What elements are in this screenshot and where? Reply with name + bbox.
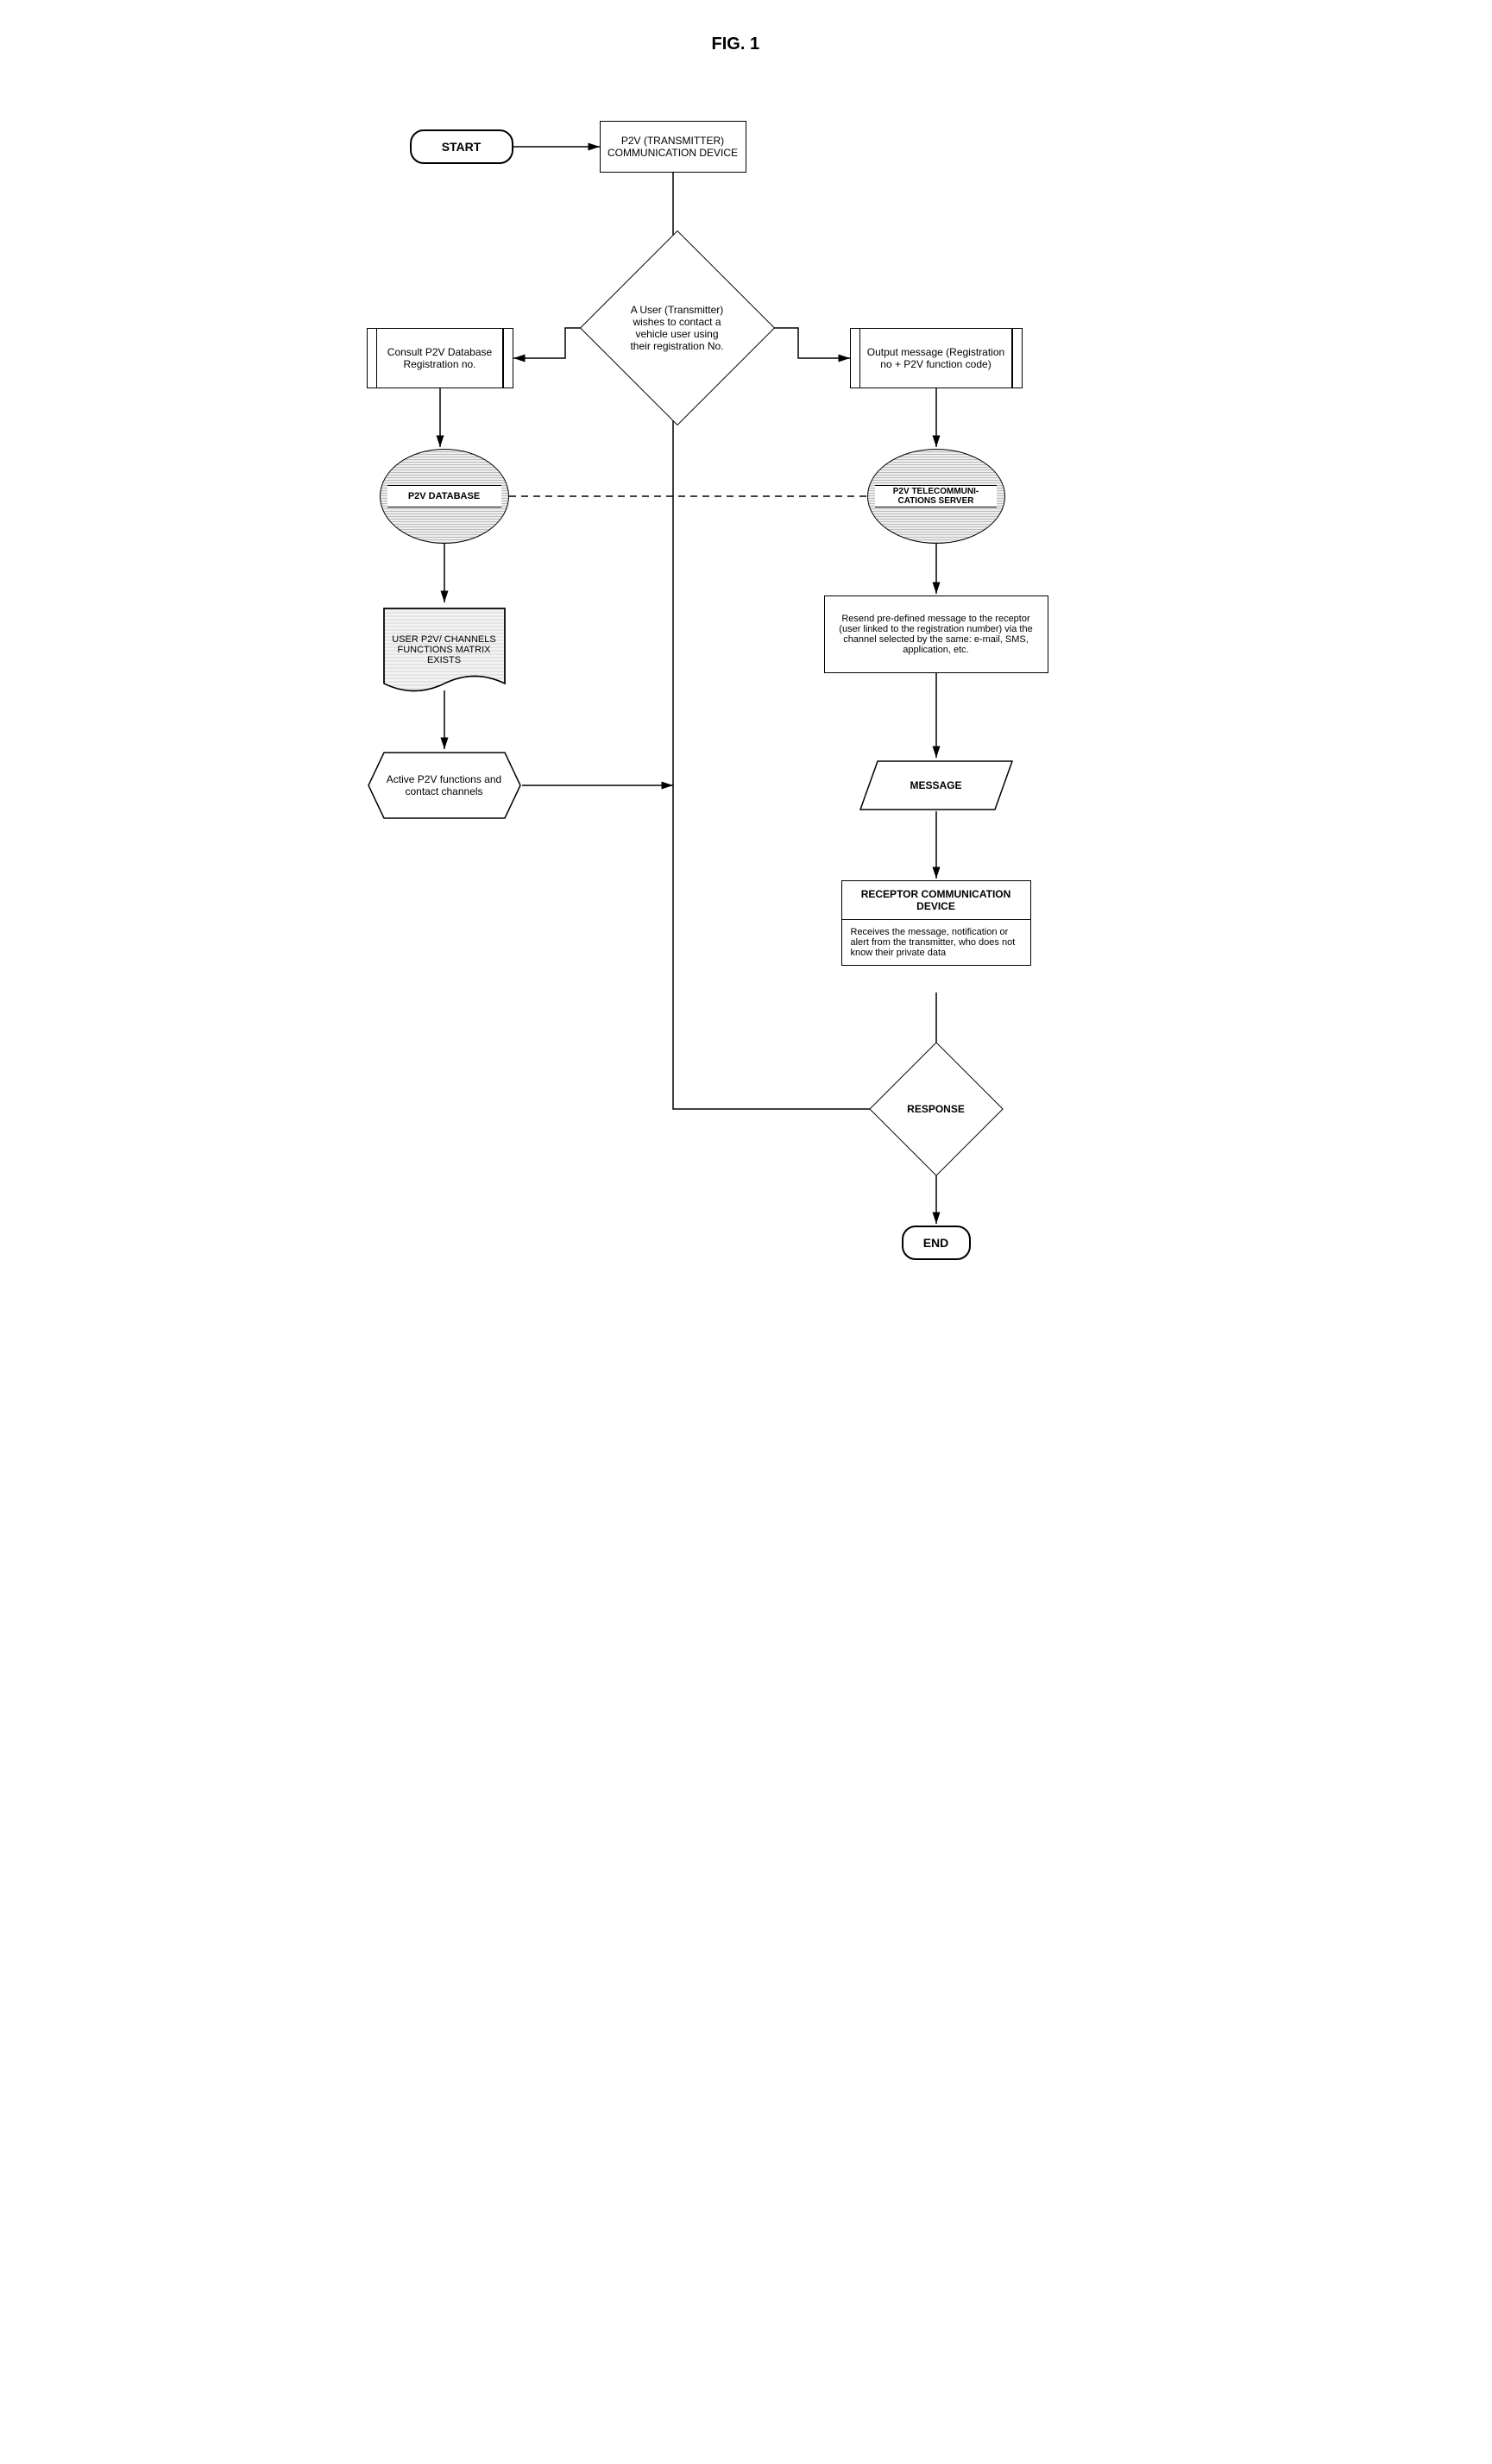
message-io: MESSAGE (859, 759, 1014, 811)
active-functions-hexagon: Active P2V functions and contact channel… (367, 751, 522, 820)
response-label: RESPONSE (889, 1062, 984, 1156)
receptor-device-body: Receives the message, notification or al… (842, 920, 1030, 965)
consult-db-label: Consult P2V Database Registration no. (383, 346, 497, 370)
receptor-device-header: RECEPTOR COMMUNICATION DEVICE (842, 881, 1030, 920)
response-decision: RESPONSE (889, 1062, 984, 1156)
active-functions-label: Active P2V functions and contact channel… (367, 773, 522, 797)
user-matrix-label: USER P2V/ CHANNELS FUNCTIONS MATRIX EXIS… (380, 604, 509, 699)
receptor-device-group: RECEPTOR COMMUNICATION DEVICE Receives t… (841, 880, 1031, 966)
message-label: MESSAGE (910, 779, 961, 791)
end-terminator: END (902, 1226, 971, 1260)
flowchart-canvas: FIG. 1 (315, 35, 1178, 1502)
p2v-server: P2V TELECOMMUNI-CATIONS SERVER (867, 449, 1005, 544)
p2v-database-label: P2V DATABASE (387, 485, 501, 507)
user-matrix-document: USER P2V/ CHANNELS FUNCTIONS MATRIX EXIS… (380, 604, 509, 699)
output-message-process: Output message (Registration no + P2V fu… (850, 328, 1023, 388)
end-label: END (923, 1236, 949, 1250)
output-message-label: Output message (Registration no + P2V fu… (866, 346, 1006, 370)
p2v-transmitter-label: P2V (TRANSMITTER) COMMUNICATION DEVICE (606, 135, 740, 159)
contact-decision-label: A User (Transmitter) wishes to contact a… (608, 259, 746, 397)
p2v-transmitter-box: P2V (TRANSMITTER) COMMUNICATION DEVICE (600, 121, 746, 173)
contact-decision: A User (Transmitter) wishes to contact a… (608, 259, 746, 397)
figure-title: FIG. 1 (712, 35, 760, 54)
resend-message-label: Resend pre-defined message to the recept… (832, 614, 1041, 655)
consult-db-process: Consult P2V Database Registration no. (367, 328, 513, 388)
p2v-database: P2V DATABASE (380, 449, 509, 544)
start-terminator: START (410, 129, 513, 164)
p2v-server-label: P2V TELECOMMUNI-CATIONS SERVER (875, 485, 997, 507)
start-label: START (442, 140, 482, 154)
resend-message-process: Resend pre-defined message to the recept… (824, 596, 1048, 673)
